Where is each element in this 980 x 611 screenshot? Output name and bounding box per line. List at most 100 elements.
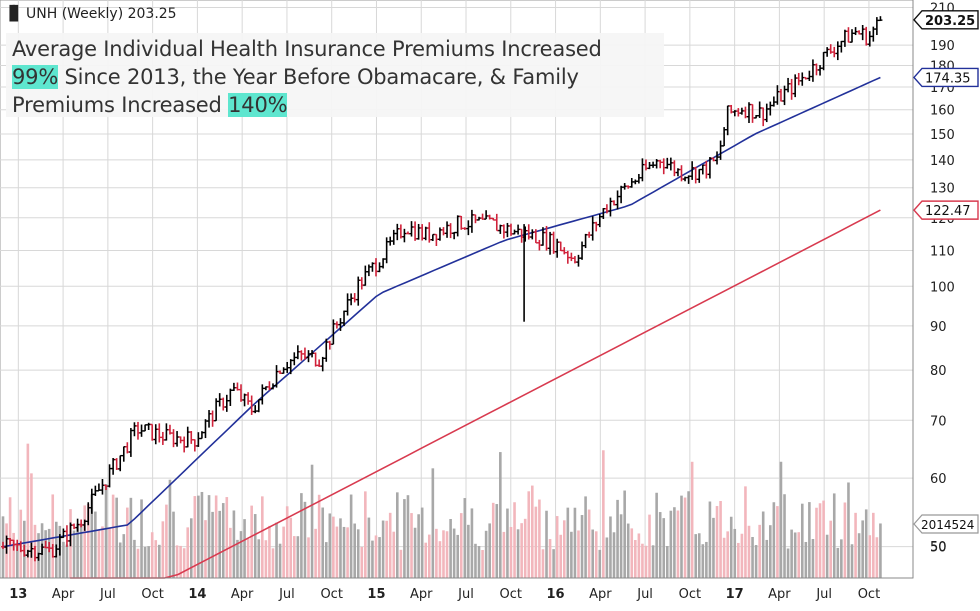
volume-bar <box>477 545 481 578</box>
volume-bar <box>243 519 246 578</box>
price-bars <box>1 16 883 562</box>
volume-bar <box>310 464 314 578</box>
volume-bar <box>129 497 133 578</box>
x-tick-label: Jul <box>815 587 832 602</box>
volume-bar <box>211 511 214 578</box>
volume-bar <box>285 506 289 578</box>
volume-bar <box>115 497 118 578</box>
x-tick-label: Apr <box>768 587 791 602</box>
volume-bar <box>427 534 431 578</box>
volume-bar <box>101 526 104 578</box>
volume-bar <box>221 503 225 578</box>
volume-bar <box>8 497 12 578</box>
volume-bar <box>317 494 321 578</box>
volume-bar <box>417 514 420 578</box>
volume-bar <box>474 543 477 578</box>
highlight-family: 140% <box>228 93 288 117</box>
volume-bar <box>637 533 641 578</box>
volume-bar <box>108 528 111 578</box>
volume-bar <box>44 530 47 578</box>
volume-bar <box>26 443 30 578</box>
volume-bar <box>168 479 172 578</box>
volume-bar <box>719 501 722 578</box>
volume-bar <box>651 545 655 578</box>
x-tick-label: 16 <box>547 587 565 602</box>
volume-bar <box>495 504 499 578</box>
volume-bar <box>626 523 630 578</box>
axes: 5060708090100110120130140150160170180190… <box>0 0 955 602</box>
volume-bar <box>680 495 683 578</box>
volume-bar <box>793 532 797 578</box>
volume-bar <box>705 541 708 578</box>
volume-bar <box>136 548 140 578</box>
volume-bar <box>523 518 527 578</box>
highlight-individual: 99% <box>12 65 59 89</box>
volume-bar <box>172 511 175 578</box>
volume-bar <box>214 495 218 578</box>
volume-bar <box>324 542 328 578</box>
volume-bar <box>520 523 523 578</box>
volume-bar <box>619 514 623 578</box>
candlestick-icon: ▐▌ <box>4 6 23 22</box>
volume-bar <box>467 524 470 578</box>
volume-bar <box>218 510 221 578</box>
annotation-text: Average Individual Health Insurance Prem… <box>12 35 602 119</box>
ma-short-tag-text: 174.35 <box>925 71 971 86</box>
volume-bar <box>392 531 396 578</box>
last-price-tag-text: 203.25 <box>925 14 975 29</box>
volume-bar <box>388 512 392 578</box>
volume-bar <box>253 514 257 578</box>
volume-bar <box>829 520 832 578</box>
x-tick-label: Apr <box>410 587 433 602</box>
volume-bar <box>531 485 534 578</box>
volume-bar <box>733 528 737 578</box>
volume-bar <box>374 535 378 578</box>
volume-bar <box>697 533 701 578</box>
volume-bar <box>857 533 861 578</box>
volume-bar <box>729 516 733 578</box>
volume-bar <box>879 523 882 578</box>
volume-bar <box>175 545 179 578</box>
volume-bar <box>712 517 715 578</box>
volume-bar <box>207 495 211 578</box>
volume-bar <box>804 541 808 578</box>
y-tick-label: 70 <box>930 414 947 429</box>
ma-short-tag: 174.35 <box>913 67 979 88</box>
volume-bar <box>687 491 690 578</box>
volume-bar <box>662 518 666 578</box>
volume-bar <box>694 534 698 578</box>
volume-bar <box>566 507 570 578</box>
volume-bar <box>634 540 637 578</box>
x-tick-label: Apr <box>52 587 75 602</box>
volume-bar <box>367 517 371 578</box>
y-tick-label: 160 <box>930 104 955 119</box>
volume-bar <box>118 542 122 578</box>
volume-bar <box>321 507 325 578</box>
volume-bar <box>197 495 200 578</box>
volume-bar <box>818 503 822 578</box>
volume-bar <box>644 545 648 578</box>
volume-bar <box>413 527 417 578</box>
volume-bar <box>47 528 51 578</box>
volume-bar <box>836 547 840 578</box>
volume-bar <box>527 491 531 578</box>
volume-bar <box>189 518 193 578</box>
y-tick-label: 50 <box>930 541 947 556</box>
volume-bar <box>822 500 825 578</box>
volume-bar <box>12 532 15 578</box>
volume-bar <box>509 526 513 578</box>
volume-bar <box>843 502 847 578</box>
volume-bar <box>516 529 520 578</box>
volume-bar <box>72 530 76 578</box>
volume-bar <box>339 518 342 578</box>
y-tick-label: 140 <box>930 154 955 169</box>
volume-bar <box>847 482 850 578</box>
volume-bar <box>811 539 815 578</box>
volume-bar <box>278 543 282 578</box>
volume-bar <box>552 549 555 578</box>
volume-bar <box>236 539 239 578</box>
volume-bar <box>513 502 516 578</box>
volume-bar <box>506 508 509 578</box>
chart-title: ▐▌ UNH (Weekly) 203.25 <box>4 6 177 22</box>
volume-bar <box>381 520 385 578</box>
